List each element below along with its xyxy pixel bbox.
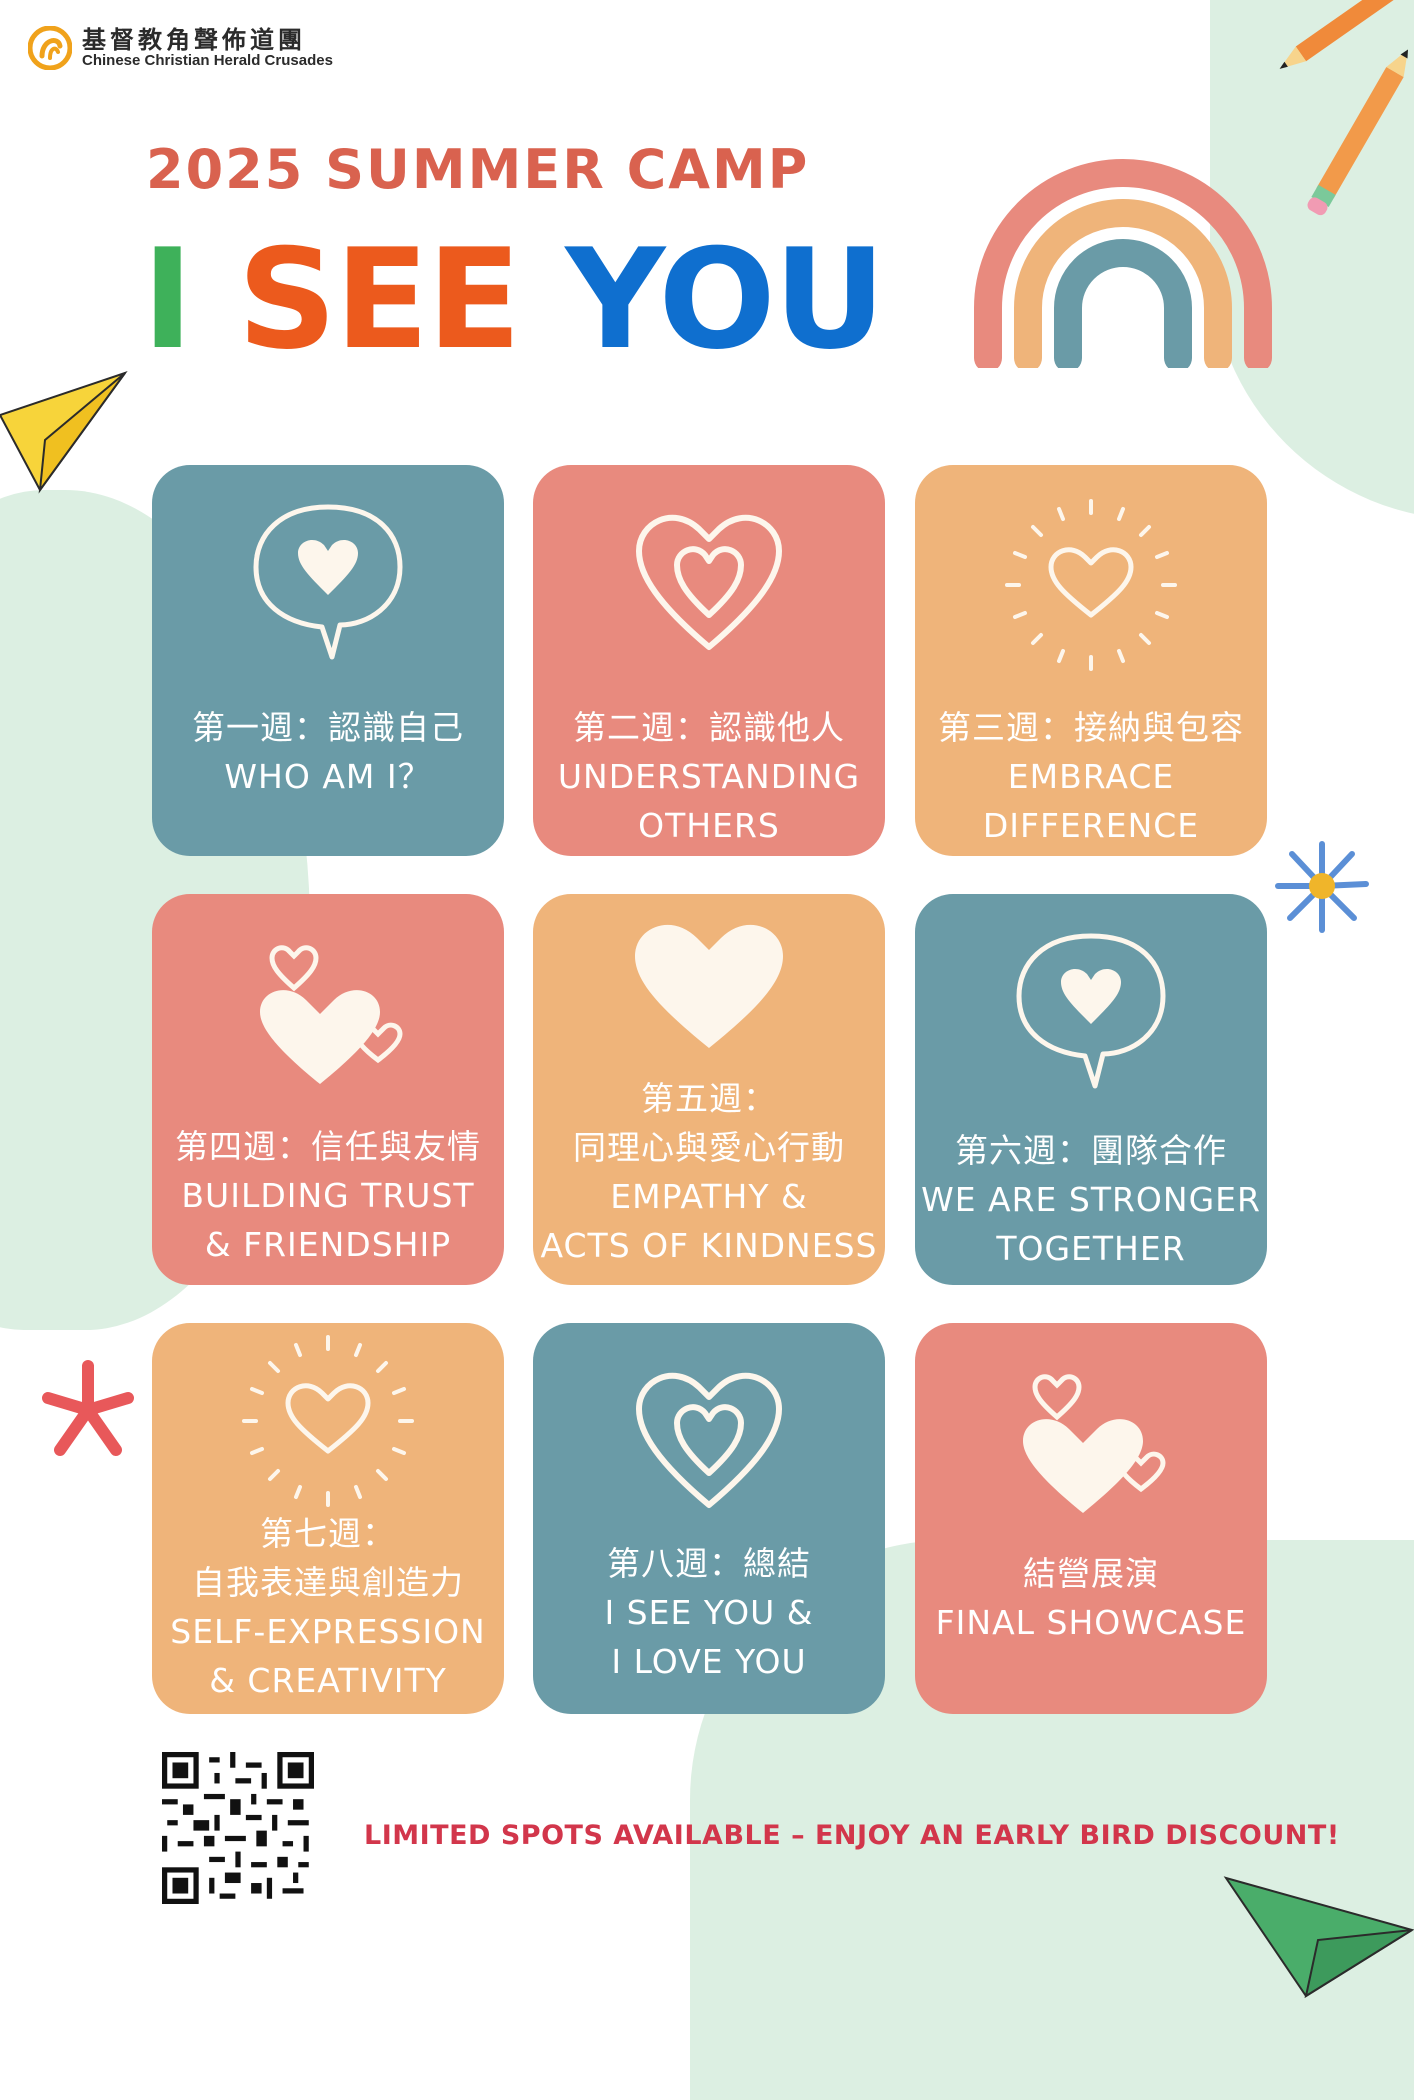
week-title-en-2: ACTS OF KINDNESS [540,1226,878,1265]
week-card-6[interactable]: 第六週：團隊合作 WE ARE STRONGER TOGETHER [915,894,1267,1285]
hearts-cluster-icon [1023,1374,1166,1513]
week-title-en: WHO AM I？ [224,757,432,796]
week-title-cn: 第五週： [641,1079,777,1118]
double-heart-icon [636,514,782,650]
week-title-cn: 第八週：總結 [607,1544,811,1583]
week-title-en-2: OTHERS [638,806,780,845]
week-title-en-2: DIFFERENCE [982,806,1200,845]
early-bird-notice: LIMITED SPOTS AVAILABLE – ENJOY AN EARLY… [364,1820,1340,1851]
week-title-cn: 第三週：接納與包容 [938,708,1244,747]
week-title-cn-2: 同理心與愛心行動 [573,1128,845,1167]
week-title-en: WE ARE STRONGER [921,1180,1261,1219]
week-title-en: I SEE YOU & [604,1593,814,1632]
week-title-en: EMBRACE [1007,757,1175,796]
week-title-en-2: TOGETHER [996,1229,1186,1268]
week-title-cn: 第七週： [260,1514,396,1553]
week-card-3[interactable]: 第三週：接納與包容 EMBRACE DIFFERENCE [915,465,1267,856]
rainbow-illustration [974,159,1272,368]
week-card-1[interactable]: 第一週：認識自己 WHO AM I？ [152,465,504,856]
brand-logo[interactable]: 基督教角聲佈道團 Chinese Christian Herald Crusad… [28,26,333,70]
paper-plane-icon [1223,1876,1414,1999]
week-title-cn: 第四週：信任與友情 [175,1127,481,1166]
paper-plane-icon [0,371,128,494]
week-card-7[interactable]: 第七週： 自我表達與創造力 SELF-EXPRESSION & CREATIVI… [152,1323,504,1714]
week-card-5[interactable]: 第五週： 同理心與愛心行動 EMPATHY & ACTS OF KINDNESS [533,894,885,1285]
main-title: I SEE YOU [142,230,886,370]
brand-name-cn: 基督教角聲佈道團 [82,26,306,54]
week-title-en: BUILDING TRUST [181,1176,475,1215]
week-card-9[interactable]: 結營展演 FINAL SHOWCASE [915,1323,1267,1714]
double-heart-icon [636,1372,782,1508]
qr-code[interactable] [162,1752,314,1904]
week-title-en-2: & CREATIVITY [209,1661,447,1700]
radiant-heart-icon [242,1335,414,1507]
week-title-cn: 結營展演 [1023,1554,1159,1593]
brand-name-en: Chinese Christian Herald Crusades [82,52,333,69]
starburst-icon [42,1360,134,1456]
title-word-you: YOU [565,219,885,380]
heart-speech-bubble-icon [1016,933,1166,1089]
week-title-cn: 第六週：團隊合作 [955,1131,1227,1170]
week-title-cn: 第二週：認識他人 [573,708,845,747]
hearts-cluster-icon [260,945,403,1084]
week-title-cn: 第一週：認識自己 [192,708,464,747]
week-title-en: EMPATHY & [610,1177,808,1216]
flower-icon [1275,841,1369,933]
week-title-en-2: I LOVE YOU [611,1642,807,1681]
pencils-illustration [1279,0,1408,216]
camp-title: 2025 SUMMER CAMP [146,138,810,201]
week-title-en-2: & FRIENDSHIP [204,1225,452,1264]
title-word-see: SEE [237,219,521,380]
week-title-en: FINAL SHOWCASE [935,1603,1247,1642]
radiant-heart-icon [1005,499,1177,671]
week-title-en: SELF-EXPRESSION [170,1612,486,1651]
title-word-i: I [142,219,193,380]
week-card-2[interactable]: 第二週：認識他人 UNDERSTANDING OTHERS [533,465,885,856]
heart-speech-bubble-icon [253,504,403,660]
week-card-4[interactable]: 第四週：信任與友情 BUILDING TRUST & FRIENDSHIP [152,894,504,1285]
week-title-en: UNDERSTANDING [557,757,861,796]
week-title-cn-2: 自我表達與創造力 [192,1563,464,1602]
brand-logo-icon [28,26,72,70]
solid-heart-icon [635,924,783,1048]
week-card-8[interactable]: 第八週：總結 I SEE YOU & I LOVE YOU [533,1323,885,1714]
